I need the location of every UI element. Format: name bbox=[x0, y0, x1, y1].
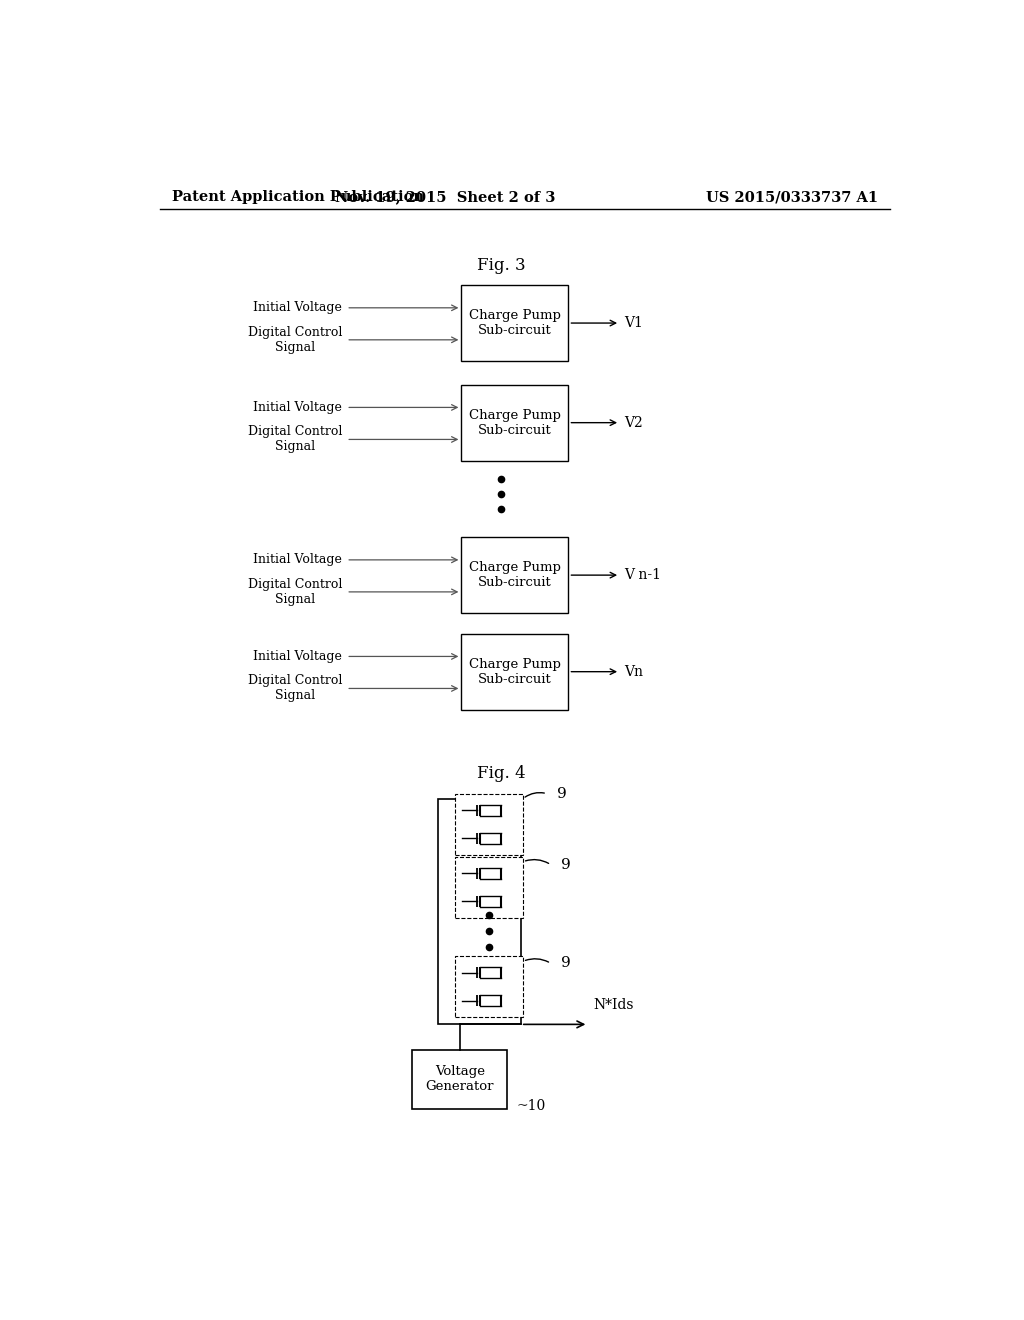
Bar bbox=[456, 793, 523, 854]
Text: US 2015/0333737 A1: US 2015/0333737 A1 bbox=[706, 190, 878, 205]
Text: Fig. 3: Fig. 3 bbox=[477, 256, 525, 273]
Text: Charge Pump
Sub-circuit: Charge Pump Sub-circuit bbox=[469, 309, 561, 337]
Text: 9: 9 bbox=[560, 858, 570, 871]
Bar bbox=[412, 1049, 507, 1109]
Text: ~10: ~10 bbox=[517, 1098, 546, 1113]
Text: Initial Voltage: Initial Voltage bbox=[253, 553, 342, 566]
Text: 9: 9 bbox=[560, 957, 570, 970]
Text: Charge Pump
Sub-circuit: Charge Pump Sub-circuit bbox=[469, 409, 561, 437]
Text: N*Ids: N*Ids bbox=[594, 998, 634, 1012]
Text: Digital Control
Signal: Digital Control Signal bbox=[248, 675, 342, 702]
Bar bbox=[461, 285, 568, 362]
Text: Fig. 4: Fig. 4 bbox=[477, 764, 525, 781]
Text: Digital Control
Signal: Digital Control Signal bbox=[248, 425, 342, 454]
Bar bbox=[461, 634, 568, 710]
Text: V n-1: V n-1 bbox=[624, 568, 662, 582]
Text: Initial Voltage: Initial Voltage bbox=[253, 649, 342, 663]
Bar bbox=[437, 799, 521, 1024]
Bar bbox=[461, 537, 568, 614]
Text: Charge Pump
Sub-circuit: Charge Pump Sub-circuit bbox=[469, 561, 561, 589]
Bar bbox=[456, 857, 523, 917]
Text: Initial Voltage: Initial Voltage bbox=[253, 401, 342, 414]
Text: 9: 9 bbox=[557, 787, 566, 801]
Text: Digital Control
Signal: Digital Control Signal bbox=[248, 326, 342, 354]
Text: Digital Control
Signal: Digital Control Signal bbox=[248, 578, 342, 606]
Text: V1: V1 bbox=[624, 315, 643, 330]
Text: V2: V2 bbox=[624, 416, 643, 430]
Text: Vn: Vn bbox=[624, 665, 643, 678]
Bar bbox=[456, 956, 523, 1018]
Text: Nov. 19, 2015  Sheet 2 of 3: Nov. 19, 2015 Sheet 2 of 3 bbox=[335, 190, 556, 205]
Text: Charge Pump
Sub-circuit: Charge Pump Sub-circuit bbox=[469, 657, 561, 685]
Text: Voltage
Generator: Voltage Generator bbox=[426, 1065, 494, 1093]
Text: Initial Voltage: Initial Voltage bbox=[253, 301, 342, 314]
Text: Patent Application Publication: Patent Application Publication bbox=[172, 190, 424, 205]
Bar bbox=[461, 384, 568, 461]
